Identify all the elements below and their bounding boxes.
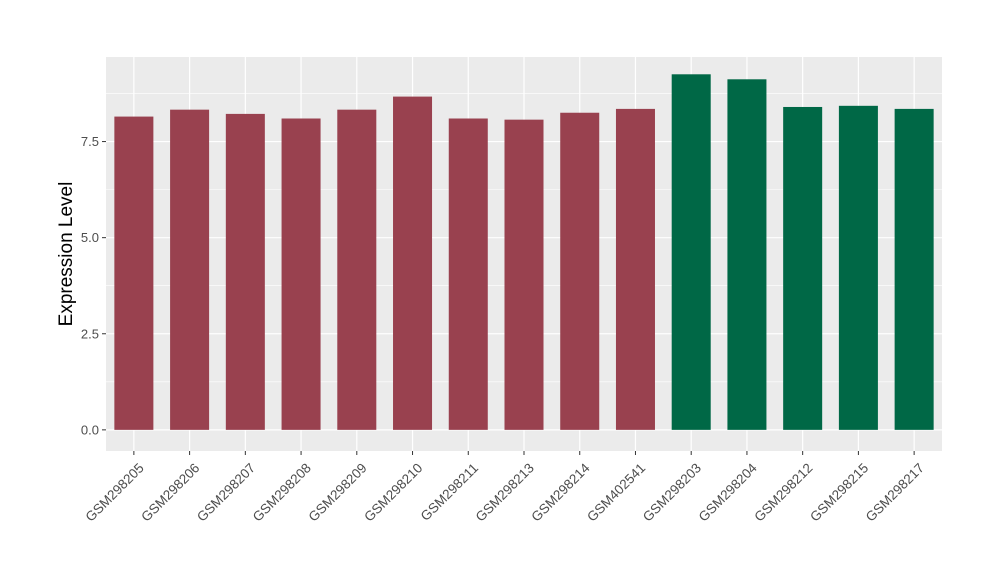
bars (114, 74, 934, 430)
y-axis-title: Expression Level (56, 182, 77, 327)
bar-GSM402541 (615, 108, 655, 430)
bar-GSM298207 (225, 113, 265, 430)
x-tick-label: GSM402541 (584, 460, 648, 524)
x-tick-label: GSM298213 (473, 460, 537, 524)
y-tick-label: 7.5 (81, 134, 99, 149)
y-tick-label: 5.0 (81, 230, 99, 245)
x-tick-label: GSM298215 (807, 460, 871, 524)
bar-GSM298213 (504, 119, 544, 430)
x-tick-label: GSM298211 (418, 460, 482, 524)
x-tick-label: GSM298209 (305, 460, 369, 524)
x-tick-label: GSM298217 (863, 460, 927, 524)
x-tick-label: GSM298212 (751, 460, 815, 524)
x-axis: GSM298205GSM298206GSM298207GSM298208GSM2… (83, 451, 927, 525)
x-tick-label: GSM298205 (83, 460, 147, 524)
bar-GSM298205 (114, 116, 154, 430)
x-tick-label: GSM298208 (250, 460, 314, 524)
bar-GSM298204 (727, 79, 767, 430)
bar-GSM298208 (281, 118, 321, 430)
bar-GSM298211 (448, 118, 488, 430)
y-tick-label: 0.0 (81, 422, 99, 437)
y-axis: 0.0 2.5 5.0 7.5 (81, 134, 106, 437)
bar-GSM298215 (838, 105, 878, 430)
bar-GSM298210 (393, 96, 433, 430)
x-tick-label: GSM298206 (138, 460, 202, 524)
y-tick-label: 2.5 (81, 326, 99, 341)
bar-GSM298203 (671, 74, 711, 430)
x-tick-label: GSM298207 (194, 460, 258, 524)
bar-GSM298217 (894, 108, 934, 430)
bar-GSM298206 (170, 109, 210, 430)
x-tick-label: GSM298214 (528, 460, 593, 525)
bar-GSM298212 (783, 106, 823, 430)
bar-GSM298209 (337, 109, 377, 430)
bar-GSM298214 (560, 112, 600, 430)
x-tick-label: GSM298210 (361, 460, 425, 524)
x-tick-label: GSM298204 (696, 460, 761, 525)
x-tick-label: GSM298203 (640, 460, 704, 524)
